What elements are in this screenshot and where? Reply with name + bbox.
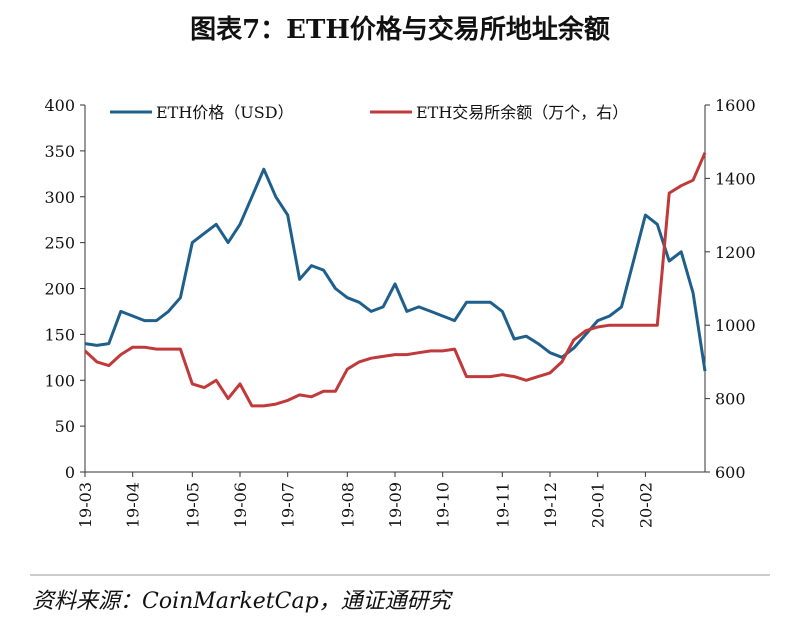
x-tick-label: 20-01 xyxy=(589,482,608,528)
y-tick-label: 50 xyxy=(55,417,75,436)
x-tick-label: 19-05 xyxy=(183,482,202,528)
x-tick-label: 19-10 xyxy=(434,482,453,528)
x-tick-label: 19-12 xyxy=(541,482,560,528)
y-tick-label: 200 xyxy=(44,280,75,299)
y-tick-label: 300 xyxy=(44,188,75,207)
y-tick-label: 0 xyxy=(65,463,75,482)
series-line xyxy=(84,167,707,372)
y2-tick-label: 1400 xyxy=(715,169,756,188)
y-tick-label: 400 xyxy=(44,96,75,115)
x-tick-label: 19-03 xyxy=(76,482,95,528)
y-tick-label: 250 xyxy=(44,234,75,253)
chart-title: 图表7：ETH价格与交易所地址余额 xyxy=(190,14,610,45)
series-line xyxy=(83,152,707,408)
legend-label: ETH交易所余额（万个，右） xyxy=(416,103,628,122)
y2-tick-label: 600 xyxy=(715,463,746,482)
x-tick-label: 19-09 xyxy=(386,482,405,528)
y2-tick-label: 1200 xyxy=(715,243,756,262)
y-tick-label: 150 xyxy=(44,325,75,344)
y2-tick-label: 1600 xyxy=(715,96,756,115)
x-tick-label: 19-08 xyxy=(338,482,357,528)
source-note: 资料来源：CoinMarketCap，通证通研究 xyxy=(32,589,454,614)
y-tick-label: 100 xyxy=(44,371,75,390)
x-tick-label: 19-04 xyxy=(124,482,143,528)
y2-tick-label: 800 xyxy=(715,390,746,409)
legend-label: ETH价格（USD） xyxy=(156,103,294,122)
y-tick-label: 350 xyxy=(44,142,75,161)
x-tick-label: 19-07 xyxy=(279,482,298,528)
x-tick-label: 19-06 xyxy=(231,482,250,528)
x-tick-label: 19-11 xyxy=(493,482,512,528)
x-tick-label: 20-02 xyxy=(636,482,655,528)
y2-tick-label: 1000 xyxy=(715,316,756,335)
